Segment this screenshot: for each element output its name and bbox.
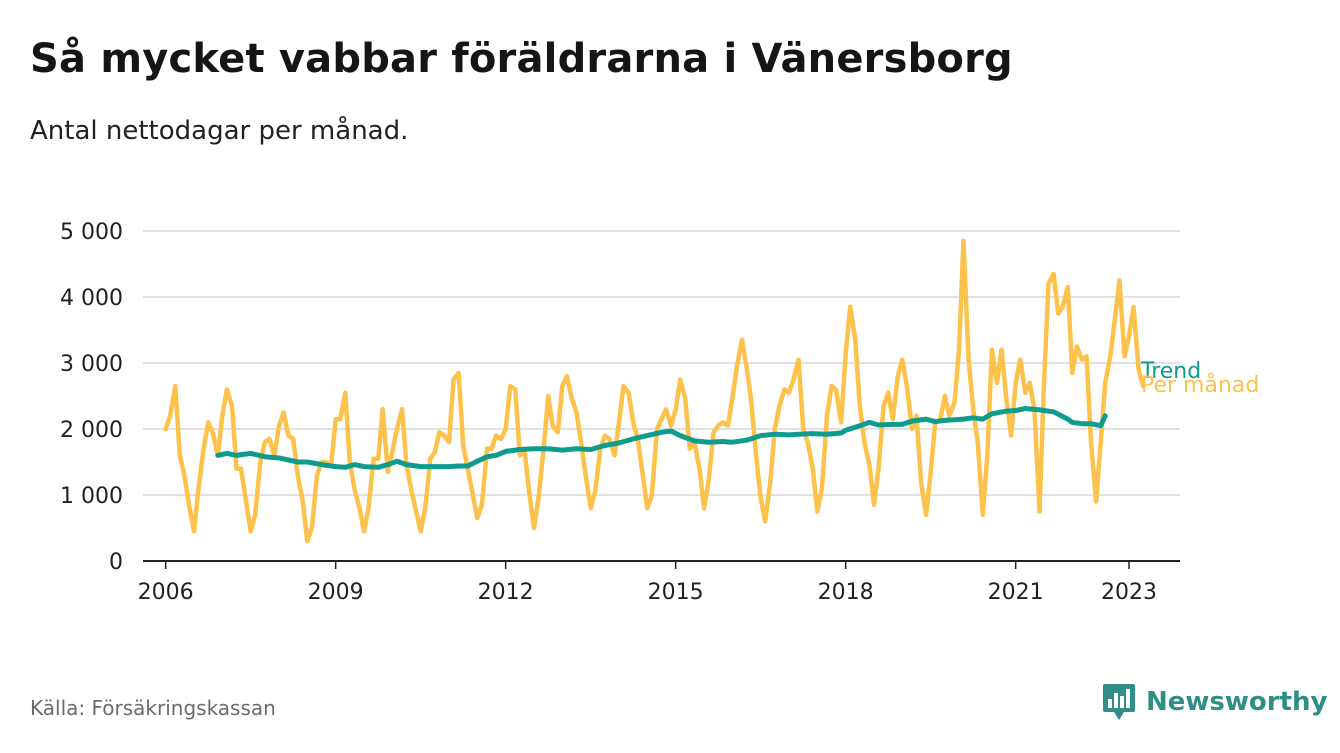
series-lines <box>163 238 1146 544</box>
x-tick-label: 2015 <box>648 580 704 605</box>
brand-name: Newsworthy <box>1146 687 1328 717</box>
y-tick-label: 3 000 <box>60 352 123 377</box>
y-tick-label: 2 000 <box>60 418 123 443</box>
x-tick-label: 2021 <box>988 580 1044 605</box>
y-tick-label: 5 000 <box>60 220 123 245</box>
y-axis-tick-labels: 0 1 000 2 000 3 000 4 000 5 000 <box>60 220 123 575</box>
x-tick-label: 2023 <box>1101 580 1157 605</box>
x-tick-label: 2018 <box>818 580 874 605</box>
series-line-per-manad <box>163 238 1146 544</box>
chart-title: Så mycket vabbar föräldrarna i Vänersbor… <box>30 36 1013 82</box>
x-axis <box>143 560 1180 569</box>
series-label-per-manad: Per månad <box>1141 372 1259 398</box>
y-tick-label: 0 <box>109 550 123 575</box>
x-tick-label: 2009 <box>308 580 364 605</box>
brand-logo: Newsworthy <box>1102 682 1327 722</box>
y-tick-label: 1 000 <box>60 484 123 509</box>
grid-lines <box>143 230 1180 496</box>
source-note: Källa: Försäkringskassan <box>30 696 276 720</box>
x-tick-label: 2006 <box>138 580 194 605</box>
y-tick-label: 4 000 <box>60 286 123 311</box>
x-axis-tick-labels: 2006 2009 2012 2015 2018 2021 2023 <box>138 580 1157 605</box>
series-label-trend: Trend <box>1140 359 1201 384</box>
x-tick-label: 2012 <box>478 580 534 605</box>
chart-subtitle: Antal nettodagar per månad. <box>30 116 409 146</box>
bar-chart-badge-icon <box>1103 684 1135 720</box>
series-line-trend <box>215 406 1108 470</box>
